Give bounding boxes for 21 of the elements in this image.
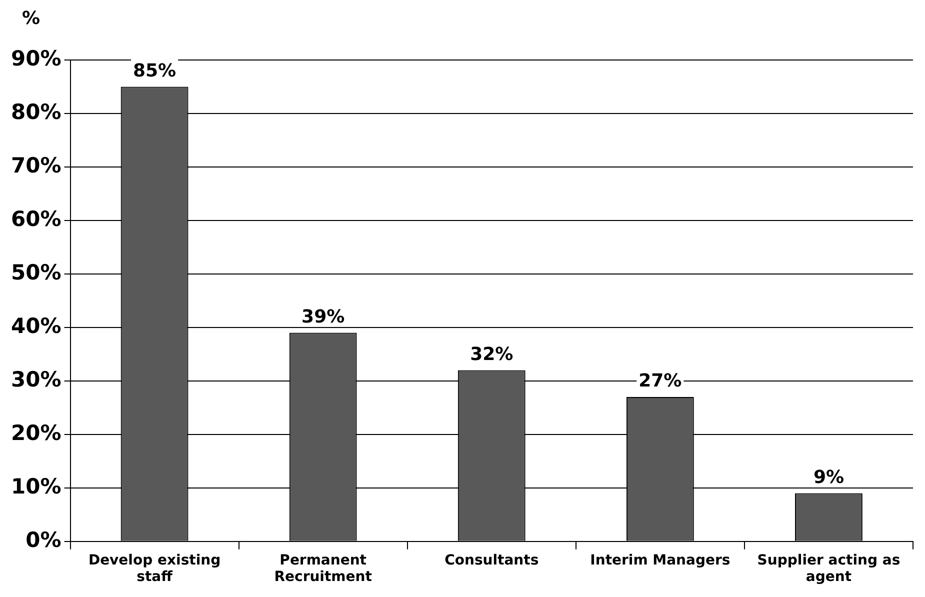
x-tick-label: Permanent Recruitment xyxy=(274,552,372,586)
data-label: 39% xyxy=(302,306,345,328)
data-label: 27% xyxy=(638,370,682,392)
y-tick-label: 90% xyxy=(11,46,62,70)
y-tick-label: 60% xyxy=(11,206,62,231)
x-tick-label: Supplier acting as agent xyxy=(757,552,900,586)
y-tick-label: 0% xyxy=(26,528,62,552)
x-tick-label: Consultants xyxy=(444,552,539,568)
y-tick-label: 50% xyxy=(11,260,62,284)
data-label: 85% xyxy=(132,60,176,82)
y-tick-label: 20% xyxy=(11,420,62,445)
y-tick-label: 70% xyxy=(11,153,62,178)
y-tick-label: 80% xyxy=(11,100,62,124)
data-label: 9% xyxy=(813,466,844,488)
data-label: 32% xyxy=(470,344,514,365)
y-axis-title: % xyxy=(22,8,40,29)
y-tick-label: 10% xyxy=(11,474,62,498)
y-tick-label: 40% xyxy=(11,314,62,338)
x-tick-label: Interim Managers xyxy=(590,552,730,568)
x-tick-label: Develop existing staff xyxy=(88,552,221,586)
y-tick-label: 30% xyxy=(11,367,62,392)
